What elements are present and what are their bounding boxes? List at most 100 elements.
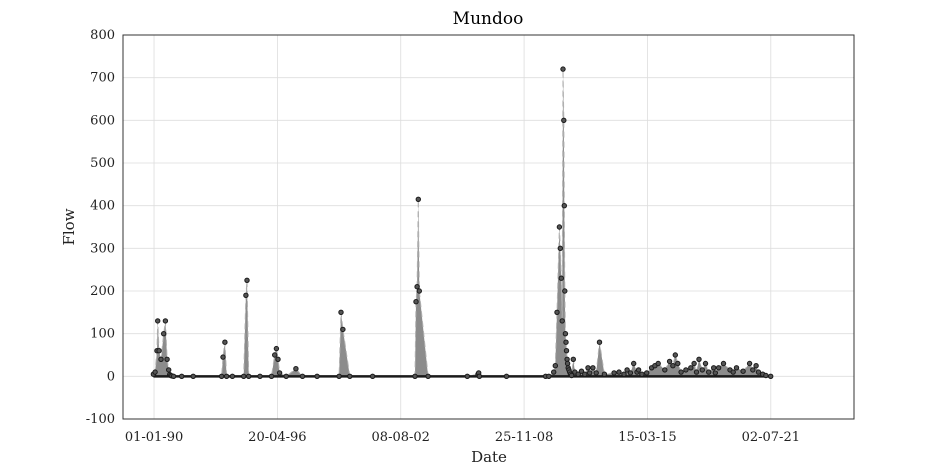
data-point — [564, 356, 570, 362]
data-point — [562, 331, 569, 337]
data-point — [338, 309, 344, 315]
x-tick-label: 15-03-15 — [618, 430, 676, 445]
data-point — [563, 348, 570, 354]
x-tick-label: 01-01-90 — [125, 430, 183, 445]
x-tick-label: 20-04-96 — [248, 430, 306, 445]
data-point — [578, 368, 585, 374]
data-point — [275, 356, 281, 362]
data-point — [575, 371, 581, 377]
data-point — [560, 66, 566, 72]
y-tick-label: 200 — [90, 284, 115, 299]
data-point — [750, 367, 756, 373]
data-point — [556, 224, 563, 230]
data-point — [561, 117, 567, 124]
x-tick-label: 02-07-21 — [742, 430, 800, 445]
data-point — [155, 318, 161, 324]
data-markers — [150, 66, 774, 379]
data-point — [476, 373, 483, 379]
data-point — [587, 370, 593, 376]
data-point — [611, 370, 617, 376]
x-tick-label: 25-11-08 — [495, 430, 553, 445]
data-point — [601, 371, 608, 377]
chart-title: Mundoo — [453, 9, 524, 29]
data-point — [582, 371, 588, 377]
data-point — [561, 203, 567, 209]
plot-frame — [122, 34, 855, 420]
x-tick-labels: 01-01-90 20-04-96 08-08-02 25-11-08 15-03-15… — [125, 430, 800, 445]
y-tick-label: 700 — [90, 71, 115, 86]
data-point — [639, 371, 645, 377]
data-point — [546, 373, 552, 379]
data-point — [621, 371, 627, 377]
data-point — [688, 365, 694, 371]
data-point — [662, 367, 668, 373]
data-point — [711, 365, 717, 371]
data-point — [691, 360, 697, 367]
data-point — [678, 369, 684, 375]
data-point — [272, 352, 278, 358]
y-tick-label: 300 — [90, 241, 115, 256]
data-point — [503, 373, 510, 379]
data-point — [570, 356, 576, 362]
y-axis-label: Flow — [60, 208, 78, 245]
data-point — [347, 373, 353, 379]
data-point — [222, 339, 228, 345]
data-point — [156, 348, 162, 354]
data-point — [720, 360, 727, 367]
data-point — [699, 367, 705, 373]
data-point — [564, 360, 571, 367]
data-point — [644, 370, 650, 376]
data-point — [559, 318, 565, 324]
data-point — [414, 284, 420, 290]
data-point — [158, 356, 164, 362]
data-point — [293, 366, 299, 372]
data-point — [746, 360, 753, 367]
data-point — [666, 358, 673, 365]
data-point — [161, 331, 167, 337]
x-tick-label: 08-08-02 — [372, 430, 430, 445]
y-tick-label: 400 — [90, 199, 115, 214]
data-point — [596, 339, 603, 345]
data-point — [753, 363, 759, 369]
data-point — [299, 373, 306, 379]
data-point — [616, 369, 622, 375]
data-point — [675, 360, 681, 367]
data-point — [340, 326, 346, 333]
data-point — [627, 370, 634, 376]
data-point — [768, 373, 774, 379]
data-point — [557, 245, 563, 252]
data-point — [190, 373, 196, 379]
series-area — [153, 69, 771, 377]
data-point — [730, 369, 736, 375]
data-point — [416, 288, 422, 294]
data-point — [241, 373, 247, 379]
data-point — [273, 345, 280, 352]
data-point — [590, 365, 596, 371]
data-point — [712, 370, 718, 376]
y-tick-label: 500 — [90, 156, 115, 171]
data-point — [593, 370, 599, 376]
y-tick-label: 100 — [90, 327, 115, 342]
data-point — [551, 369, 557, 375]
y-tick-label: 800 — [90, 28, 115, 43]
data-point — [733, 365, 740, 371]
data-point — [558, 275, 564, 281]
data-point — [257, 373, 263, 379]
data-point — [283, 373, 289, 379]
data-fill — [153, 69, 771, 377]
data-point — [624, 367, 630, 373]
data-point — [672, 352, 678, 358]
data-point — [552, 363, 558, 369]
data-point — [585, 365, 591, 371]
y-tick-label: 600 — [90, 113, 115, 128]
y-tick-label: -100 — [86, 412, 115, 427]
data-point — [336, 373, 342, 379]
grid-lines — [123, 34, 854, 420]
data-point — [243, 292, 249, 298]
data-point — [655, 360, 661, 367]
data-point — [164, 356, 170, 362]
data-point — [223, 373, 230, 379]
data-point — [218, 373, 225, 379]
data-point — [170, 373, 177, 379]
data-point — [412, 373, 418, 379]
